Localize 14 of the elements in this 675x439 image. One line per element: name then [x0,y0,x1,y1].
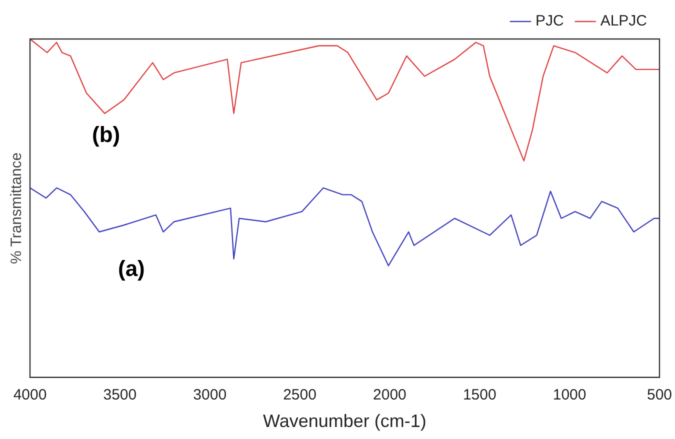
x-tick-label: 3500 [103,386,137,404]
legend-label: ALPJC [600,12,648,30]
x-tick-label: 1500 [462,386,496,404]
annotation: (a) [118,256,145,281]
x-tick-label: 2000 [373,386,406,404]
x-tick-label: 3000 [193,386,227,404]
x-tick-label: 4000 [13,386,47,404]
y-axis-title: % Transmittance [8,152,26,264]
legend-label: PJC [535,12,564,30]
x-tick-label: 2500 [283,386,316,404]
x-tick-label: 500 [646,386,672,404]
x-axis-title: Wavenumber (cm-1) [263,411,426,432]
annotation: (b) [92,122,120,147]
x-tick-label: 1000 [552,386,586,404]
